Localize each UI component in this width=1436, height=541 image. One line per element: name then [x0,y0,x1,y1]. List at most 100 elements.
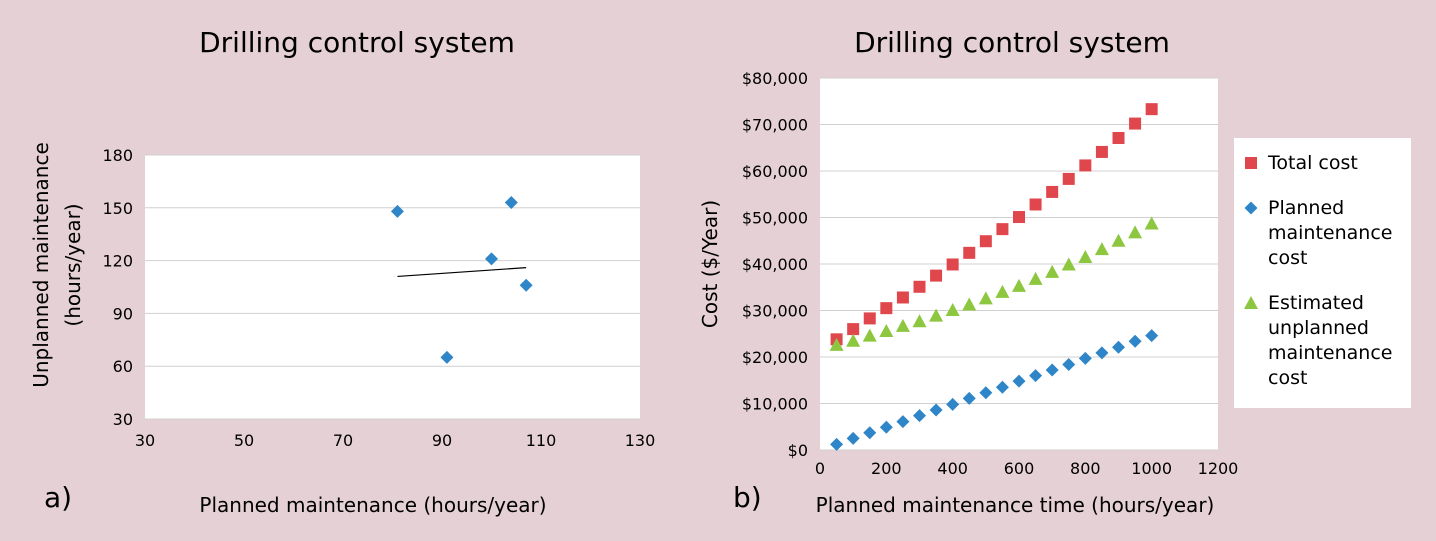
chart-b-point-series-3 [912,314,927,328]
chart-b-point-series-3 [1028,271,1043,285]
chart-b-y-tick-label: $10,000 [742,395,808,414]
chart-b-y-axis-title: Cost ($/Year) [698,200,722,328]
chart-b-point-series-2 [1145,329,1159,343]
chart-b-point-series-3 [829,337,844,351]
chart-b-point-series-1 [863,312,876,325]
chart-b-x-tick-label: 1200 [1198,459,1239,478]
chart-b-x-tick-label: 600 [1004,459,1035,478]
legend-label-series-2: cost [1268,247,1307,269]
chart-a-point [390,204,404,218]
chart-a-x-tick-label: 30 [135,431,155,450]
chart-b: Drilling control system $0 $10,000 $20,000… [698,26,1411,517]
chart-b-point-series-3 [862,328,877,342]
chart-b-point-series-3 [846,333,861,347]
chart-b-y-tick-label: $70,000 [742,116,808,135]
chart-b-panel-label: b) [733,481,762,514]
chart-b-point-series-3 [1144,216,1159,230]
chart-b-point-series-2 [1095,346,1109,360]
chart-a-plot-area [145,155,640,419]
chart-a-x-tick-label: 70 [333,431,353,450]
chart-b-point-series-2 [1078,351,1092,365]
chart-b-point-series-1 [1013,211,1025,224]
chart-b-point-series-1 [1046,185,1059,198]
chart-b-point-series-2 [1112,340,1125,354]
chart-b-y-tick-label: $80,000 [742,69,808,88]
chart-b-point-series-3 [895,318,910,332]
chart-b-point-series-2 [946,397,960,411]
chart-b-point-series-3 [1111,233,1126,247]
chart-b-point-series-1 [1062,172,1075,185]
legend-label-series-1: Total cost [1267,152,1358,174]
chart-a-y-axis-title-line-1: Unplanned maintenance [29,142,53,388]
chart-a-point [440,350,454,364]
chart-b-x-tick-label: 1000 [1131,459,1172,478]
chart-b-point-series-2 [896,415,910,429]
legend-marker-series-2 [1244,201,1258,215]
chart-b-point-series-3 [945,303,960,317]
legend-label-series-2: Planned [1268,197,1344,219]
chart-a-x-ticks: 30 50 70 90 110 130 [135,431,655,450]
chart-b-x-tick-label: 200 [871,459,902,478]
chart-b-point-series-3 [1012,278,1026,292]
chart-a-x-tick-label: 50 [234,431,254,450]
chart-b-point-series-2 [879,420,893,434]
chart-a-y-tick-label: 60 [113,357,133,376]
chart-b-point-series-2 [1012,374,1026,388]
chart-b-point-series-1 [896,291,909,304]
legend-label-series-3: cost [1268,367,1307,389]
chart-a-y-tick-label: 30 [113,410,133,429]
legend-marker-series-3 [1244,296,1258,309]
chart-b-point-series-1 [880,302,893,315]
chart-b-point-series-2 [830,437,844,451]
chart-a-y-tick-label: 120 [102,252,133,271]
chart-a-trendline [397,267,527,278]
chart-b-x-axis-title: Planned maintenance time (hours/year) [816,493,1215,517]
chart-b-title: Drilling control system [854,26,1170,59]
chart-b-points [829,103,1159,451]
chart-b-point-series-3 [1045,264,1060,278]
chart-b-point-series-3 [962,297,977,311]
chart-b-point-series-2 [863,426,877,440]
chart-a-title: Drilling control system [199,26,515,59]
legend-label-series-3: Estimated [1268,292,1364,314]
chart-b-point-series-2 [846,431,860,445]
chart-b-x-tick-label: 400 [937,459,968,478]
chart-b-point-series-2 [929,403,943,417]
chart-b-y-tick-label: $30,000 [742,302,808,321]
chart-b-legend-items: Total cost Planned maintenance cost Estimate… [1244,152,1392,389]
legend-label-series-3: unplanned [1268,317,1369,339]
chart-b-point-series-1 [847,323,860,336]
chart-b-point-series-3 [1094,242,1109,256]
chart-b-point-series-1 [963,246,976,259]
chart-a-point [519,278,533,292]
chart-a: Drilling control system 306090120150180 … [29,26,655,517]
chart-a-point [485,252,498,266]
legend-marker-series-1 [1245,157,1257,169]
chart-b-legend [1234,138,1411,408]
chart-b-y-ticks: $0 $10,000 $20,000 $30,000 $40,000 $50,000 $60… [742,69,808,460]
chart-a-y-axis-title-line-2: (hours/year) [61,203,85,326]
chart-a-x-tick-label: 90 [432,431,452,450]
chart-b-point-series-2 [962,391,976,405]
chart-a-y-tick-label: 180 [102,146,133,165]
chart-b-point-series-2 [979,386,993,400]
chart-b-point-series-1 [1079,159,1092,172]
chart-b-point-series-2 [1029,369,1043,383]
chart-b-point-series-1 [913,280,926,293]
legend-label-series-3: maintenance [1268,342,1392,364]
chart-b-point-series-3 [1061,257,1076,271]
chart-b-y-tick-label: $40,000 [742,255,808,274]
chart-a-x-tick-label: 110 [526,431,557,450]
chart-b-point-series-3 [995,284,1010,298]
chart-a-x-tick-label: 130 [625,431,656,450]
chart-b-point-series-1 [1129,117,1142,130]
chart-b-y-tick-label: $0 [788,441,808,460]
chart-b-point-series-2 [1128,334,1142,348]
chart-b-point-series-1 [1095,145,1108,158]
chart-b-point-series-2 [913,409,926,423]
chart-b-point-series-1 [930,269,943,282]
chart-b-point-series-3 [879,323,894,337]
chart-a-y-tick-label: 90 [113,304,133,323]
chart-b-point-series-1 [1112,131,1125,144]
chart-b-x-tick-label: 800 [1070,459,1101,478]
